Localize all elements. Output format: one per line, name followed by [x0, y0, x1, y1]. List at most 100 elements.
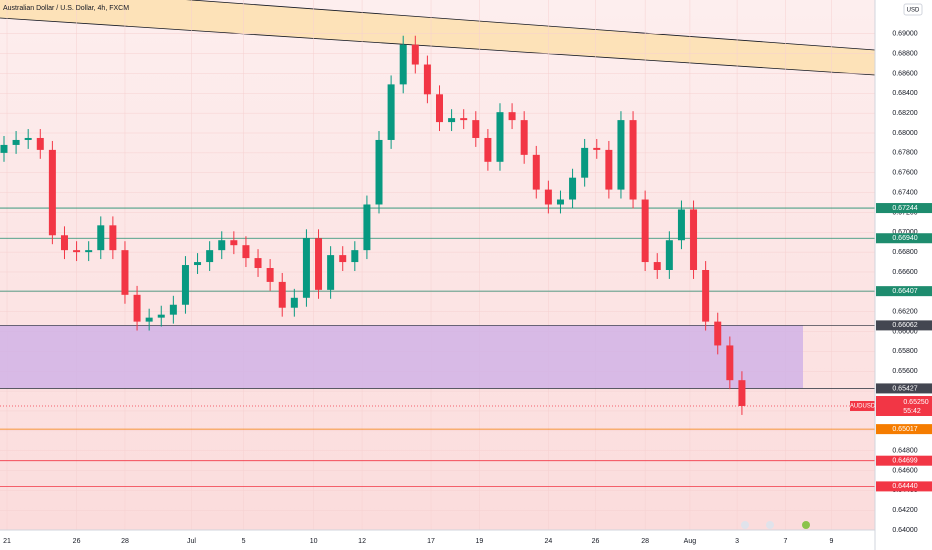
- level-label-bg: [876, 233, 932, 244]
- level-label-bg: [876, 455, 932, 466]
- candle-body: [145, 317, 153, 322]
- candle-body: [36, 137, 44, 150]
- x-tick-label: 19: [476, 538, 484, 545]
- y-tick-label: 0.68400: [892, 90, 917, 97]
- candle-body: [109, 225, 117, 251]
- level-label-bg: [876, 320, 932, 331]
- y-tick-label: 0.68800: [892, 50, 917, 57]
- candle-body: [242, 245, 250, 259]
- y-tick-label: 0.66600: [892, 269, 917, 276]
- candle-body: [617, 120, 625, 190]
- candle-body: [411, 44, 419, 65]
- candle-body: [181, 265, 189, 305]
- candle-body: [387, 84, 395, 140]
- level-label-bg: [876, 424, 932, 435]
- candle-body: [351, 250, 359, 263]
- candle-body: [375, 139, 383, 205]
- candle-body: [665, 240, 673, 270]
- y-tick-label: 0.68600: [892, 70, 917, 77]
- y-tick-label: 0.66000: [892, 328, 917, 335]
- x-tick-label: 10: [310, 538, 318, 545]
- candle-body: [738, 380, 746, 406]
- level-label: 0.64440: [892, 483, 917, 490]
- candle-body: [641, 199, 649, 263]
- x-tick-label: 7: [784, 538, 788, 545]
- candle-body: [399, 44, 407, 85]
- y-tick-label: 0.67000: [892, 229, 917, 236]
- candle-body: [702, 270, 710, 322]
- plot-background: [0, 0, 875, 530]
- level-label: 0.66940: [892, 235, 917, 242]
- y-tick-label: 0.65800: [892, 348, 917, 355]
- chart-title: Australian Dollar / U.S. Dollar, 4h, FXC…: [3, 5, 129, 12]
- candle-body: [12, 139, 20, 145]
- y-tick-label: 0.65600: [892, 368, 917, 375]
- event-icon[interactable]: [741, 521, 749, 529]
- candle-body: [484, 137, 492, 162]
- candle-body: [315, 238, 323, 290]
- x-tick-label: 9: [829, 538, 833, 545]
- y-tick-label: 0.66200: [892, 309, 917, 316]
- x-tick-label: 17: [427, 538, 435, 545]
- x-tick-label: 28: [641, 538, 649, 545]
- event-icon[interactable]: [766, 521, 774, 529]
- y-tick-label: 0.68200: [892, 110, 917, 117]
- level-label: 0.64699: [892, 458, 917, 465]
- candle-body: [605, 149, 613, 190]
- candle-body: [254, 258, 262, 269]
- candle-body: [339, 255, 347, 263]
- y-tick-label: 0.67400: [892, 189, 917, 196]
- candle-body: [302, 238, 310, 298]
- y-tick-label: 0.68000: [892, 130, 917, 137]
- y-tick-label: 0.64000: [892, 527, 917, 534]
- level-label: 0.66407: [892, 288, 917, 295]
- currency-label: USD: [907, 8, 920, 14]
- last-price-label: 0.65250: [903, 399, 928, 406]
- candle-body: [85, 250, 93, 253]
- event-icon[interactable]: [802, 521, 810, 529]
- level-label: 0.65017: [892, 426, 917, 433]
- candle-body: [520, 120, 528, 155]
- candle-body: [653, 262, 661, 270]
- x-tick-label: 21: [3, 538, 11, 545]
- candle-body: [218, 240, 226, 251]
- last-price-bg: [876, 395, 932, 416]
- candle-body: [0, 144, 8, 153]
- channel-fill: [0, 0, 875, 75]
- candle-body: [121, 250, 129, 295]
- candle-body: [48, 149, 56, 236]
- y-tick-label: 0.64200: [892, 507, 917, 514]
- candle-body: [194, 262, 202, 266]
- candle-body: [169, 304, 177, 315]
- level-label-bg: [876, 383, 932, 394]
- candle-body: [690, 209, 698, 270]
- candle-body: [556, 199, 564, 205]
- candles: [0, 35, 746, 415]
- zone-layer: [0, 325, 803, 389]
- y-tick-label: 0.67800: [892, 150, 917, 157]
- candle-body: [448, 118, 456, 123]
- currency-box[interactable]: [903, 3, 923, 16]
- level-label: 0.65427: [892, 385, 917, 392]
- candle-body: [206, 250, 214, 263]
- y-tick-label: 0.64600: [892, 467, 917, 474]
- level-label: 0.66062: [892, 322, 917, 329]
- candle-body: [97, 225, 105, 251]
- y-tick-label: 0.67600: [892, 170, 917, 177]
- candle-body: [508, 112, 516, 121]
- candle-body: [157, 314, 165, 318]
- candle-body: [327, 255, 335, 290]
- candle-body: [714, 321, 722, 346]
- candle-body: [726, 345, 734, 381]
- channel-lower: [0, 17, 876, 76]
- supply-demand-zone: [0, 325, 803, 389]
- candle-body: [266, 268, 274, 282]
- candle-body: [593, 147, 601, 150]
- candle-body: [460, 118, 468, 121]
- countdown: 55:42: [903, 408, 921, 415]
- candle-body: [435, 94, 443, 123]
- x-tick-label: 26: [592, 538, 600, 545]
- level-label: 0.67244: [892, 205, 917, 212]
- level-label-bg: [876, 481, 932, 492]
